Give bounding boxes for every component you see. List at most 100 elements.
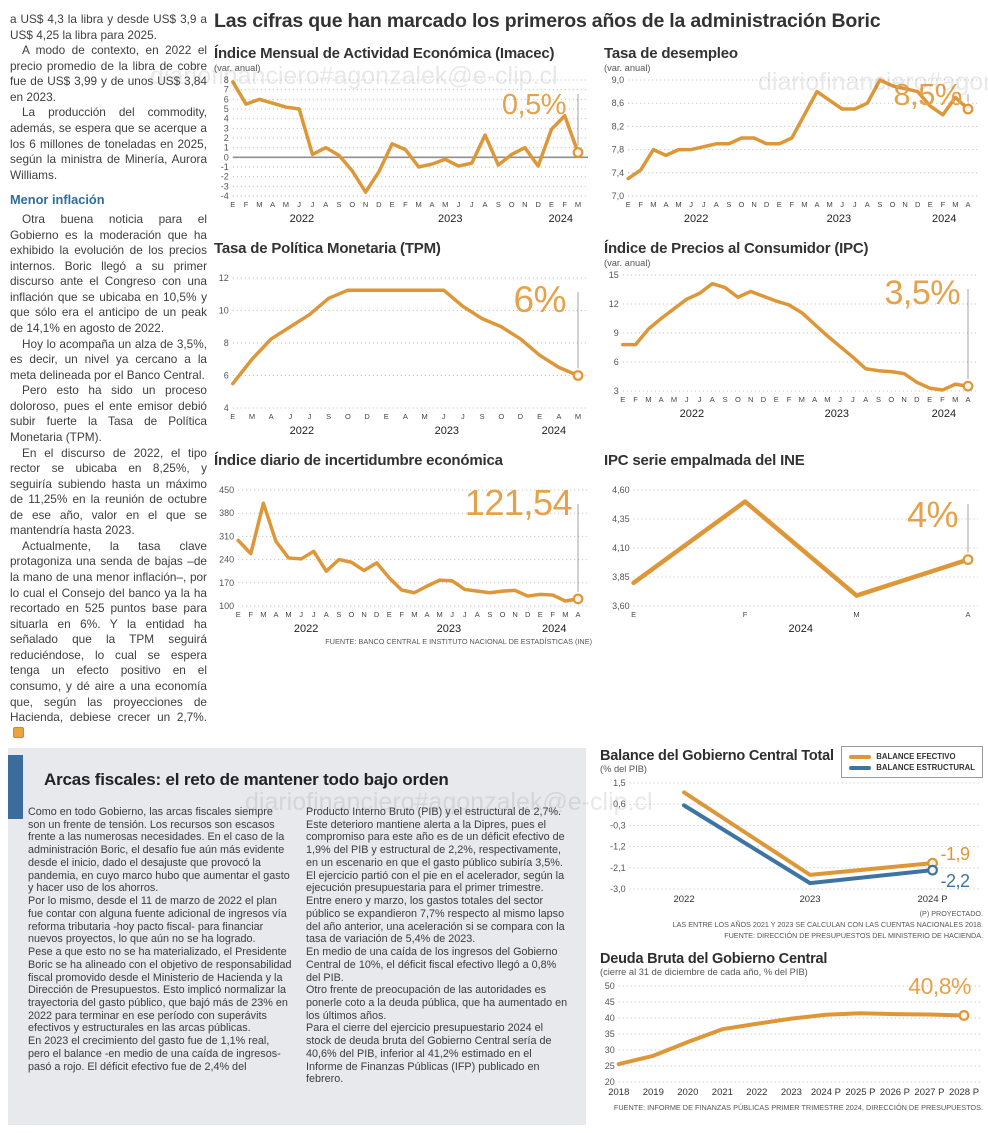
svg-text:E: E xyxy=(928,200,933,209)
svg-text:2023: 2023 xyxy=(799,894,820,905)
svg-text:M: M xyxy=(952,200,958,209)
incertidumbre-line-chart: 450 380 310 240 170 100 E F M A M J J A S O N D E F M A M J J A S O… xyxy=(214,483,590,635)
chart-subtitle: (% del PIB) xyxy=(600,764,648,774)
svg-text:6: 6 xyxy=(224,94,229,104)
body-paragraph: En medio de una caída de los ingresos de… xyxy=(306,946,558,984)
svg-text:1,5: 1,5 xyxy=(613,778,626,788)
svg-text:J: J xyxy=(463,610,467,619)
plot-area: 50 45 40 35 30 25 20 2018 2019 2020 2021 2022 2023 20… xyxy=(600,975,983,1101)
chart-ipc: Índice de Precios al Consumidor (IPC) (v… xyxy=(604,240,984,437)
svg-text:M: M xyxy=(442,200,448,209)
svg-text:N: N xyxy=(751,200,756,209)
svg-text:N: N xyxy=(361,610,366,619)
svg-text:2018: 2018 xyxy=(608,1087,629,1098)
svg-text:2023: 2023 xyxy=(437,623,461,635)
chart-title: Índice Mensual de Actividad Económica (I… xyxy=(214,45,555,62)
chart-title: Índice diario de incertidumbre económica xyxy=(214,452,503,469)
chart-footnotes: (P) PROYECTADO. LAS ENTRE LOS AÑOS 2021 … xyxy=(600,909,983,941)
svg-text:E: E xyxy=(230,200,235,209)
svg-text:E: E xyxy=(390,200,395,209)
footnote: FUENTE: DIRECCIÓN DE PRESUPUESTOS DEL MI… xyxy=(724,930,983,940)
latest-value-label: 0,5% xyxy=(501,89,567,121)
svg-text:F: F xyxy=(638,200,643,209)
svg-text:E: E xyxy=(537,412,542,421)
svg-text:A: A xyxy=(575,610,580,619)
svg-text:A: A xyxy=(424,610,429,619)
svg-text:A: A xyxy=(556,412,561,421)
svg-text:D: D xyxy=(915,200,921,209)
svg-text:0: 0 xyxy=(224,152,229,162)
svg-text:7,8: 7,8 xyxy=(612,145,625,155)
chart-title: IPC serie empalmada del INE xyxy=(604,452,805,469)
body-paragraph: Actualmente, la tasa clave protagoniza u… xyxy=(10,539,207,741)
plot-area: 15 12 9 6 3 E F M A M J J A S O N D E F M A M J J A S O N D E F M A 2022 2… xyxy=(604,268,984,420)
svg-text:A: A xyxy=(714,200,719,209)
svg-text:J: J xyxy=(311,200,315,209)
svg-text:A: A xyxy=(324,610,329,619)
tpm-line-chart: 12 10 8 6 4 E M A J J S O D E A M J J S O D E A M 2022 2023 2024 xyxy=(214,271,590,437)
chart-incertidumbre: Índice diario de incertidumbre económica… xyxy=(214,452,592,646)
svg-text:D: D xyxy=(364,412,370,421)
svg-text:D: D xyxy=(761,395,767,404)
legend-item-estructural: BALANCE ESTRUCTURAL xyxy=(849,763,975,772)
svg-text:2022: 2022 xyxy=(290,425,314,437)
svg-text:O: O xyxy=(349,200,355,209)
subheading-menor-inflacion: Menor inflación xyxy=(10,192,105,208)
article-end-icon xyxy=(13,726,24,738)
svg-text:-1,9: -1,9 xyxy=(941,844,971,864)
svg-text:3,60: 3,60 xyxy=(612,601,630,611)
heading-accent-bar xyxy=(8,755,23,819)
svg-text:D: D xyxy=(518,412,524,421)
chart-imacec: Índice Mensual de Actividad Económica (I… xyxy=(214,45,592,225)
svg-text:J: J xyxy=(685,395,689,404)
legend-label: BALANCE EFECTIVO xyxy=(876,752,956,761)
chart-title: Deuda Bruta del Gobierno Central xyxy=(600,951,828,968)
legend-label: BALANCE ESTRUCTURAL xyxy=(876,763,975,772)
svg-text:E: E xyxy=(230,412,235,421)
balance-line-chart: 1,5 0,6 -0,3 -1,2 -2,1 -3,0 2022 2023 2024 P -1,9… xyxy=(600,776,982,908)
svg-text:M: M xyxy=(671,395,677,404)
svg-text:240: 240 xyxy=(219,555,234,565)
svg-text:J: J xyxy=(702,200,706,209)
svg-text:M: M xyxy=(260,610,266,619)
paragraph-text: Actualmente, la tasa clave protagoniza u… xyxy=(10,538,207,725)
svg-text:A: A xyxy=(812,395,817,404)
latest-value-label: 8,5% xyxy=(893,77,962,112)
body-paragraph: a US$ 4,3 la libra y desde US$ 3,9 a US$… xyxy=(10,12,207,42)
svg-text:2020: 2020 xyxy=(677,1087,698,1098)
svg-text:35: 35 xyxy=(605,1029,615,1039)
svg-text:20: 20 xyxy=(605,1077,615,1087)
chart-title: Índice de Precios al Consumidor (IPC) xyxy=(604,240,869,257)
svg-text:2028 P: 2028 P xyxy=(949,1087,979,1098)
svg-text:M: M xyxy=(801,200,807,209)
svg-text:N: N xyxy=(902,200,907,209)
svg-text:30: 30 xyxy=(605,1045,615,1055)
svg-text:9,0: 9,0 xyxy=(612,75,625,85)
svg-text:D: D xyxy=(764,200,770,209)
footnote: LAS ENTRE LOS AÑOS 2021 Y 2023 SE CALCUL… xyxy=(672,919,983,929)
chart-deuda: Deuda Bruta del Gobierno Central (cierre… xyxy=(600,951,983,1112)
svg-text:4,35: 4,35 xyxy=(612,514,630,524)
svg-text:2019: 2019 xyxy=(643,1087,664,1098)
svg-text:6: 6 xyxy=(614,357,619,367)
svg-text:2023: 2023 xyxy=(825,408,849,420)
svg-text:E: E xyxy=(236,610,241,619)
svg-text:M: M xyxy=(799,395,805,404)
svg-text:O: O xyxy=(890,200,896,209)
fiscal-section-panel: Arcas fiscales: el reto de mantener todo… xyxy=(8,748,586,1125)
svg-text:E: E xyxy=(384,412,389,421)
latest-value-label: 121,54 xyxy=(464,482,573,523)
svg-text:M: M xyxy=(285,610,291,619)
chart-source: FUENTE: BANCO CENTRAL E INSTITUTO NACION… xyxy=(325,637,592,646)
svg-text:O: O xyxy=(498,412,504,421)
svg-text:S: S xyxy=(723,395,728,404)
svg-text:-3,0: -3,0 xyxy=(610,884,626,894)
svg-text:2022: 2022 xyxy=(680,408,704,420)
desempleo-line-chart: 9,0 8,6 8,2 7,8 7,4 7,0 E F M A M J J A S O N D E F M A M J J A S O… xyxy=(604,73,980,225)
chart-source: FUENTE: INFORME DE FINANZAS PÚBLICAS PRI… xyxy=(613,1103,983,1113)
svg-text:12: 12 xyxy=(609,299,619,309)
svg-text:D: D xyxy=(914,395,920,404)
svg-text:2024 P: 2024 P xyxy=(811,1087,841,1098)
svg-text:9: 9 xyxy=(614,328,619,338)
body-paragraph: En 2023 el crecimiento del gasto fue de … xyxy=(28,1035,281,1073)
